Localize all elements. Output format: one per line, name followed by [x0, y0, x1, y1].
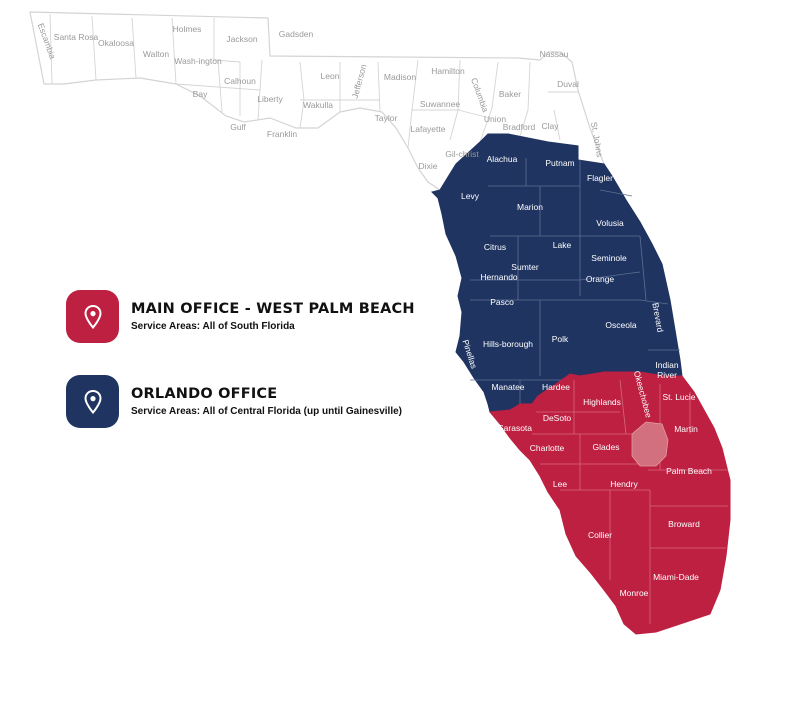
county-label-madison: Madison — [384, 72, 416, 82]
county-label-desoto: DeSoto — [543, 413, 572, 423]
main-office-text: MAIN OFFICE - WEST PALM BEACH Service Ar… — [131, 301, 415, 332]
county-label-dixie: Dixie — [419, 161, 438, 171]
county-label-levy: Levy — [461, 191, 480, 201]
county-label-osceola: Osceola — [605, 320, 636, 330]
county-label-gulf: Gulf — [230, 122, 246, 132]
county-label-flagler: Flagler — [587, 173, 613, 183]
north-florida-region — [29, 11, 605, 191]
county-label-union: Union — [484, 114, 506, 124]
south-florida-region — [489, 371, 731, 635]
lake-okeechobee — [631, 421, 669, 467]
county-label-jackson: Jackson — [226, 34, 257, 44]
north-florida-counties — [29, 11, 605, 191]
county-label-lafayette: Lafayette — [411, 124, 446, 134]
main-office-icon-badge — [66, 290, 119, 343]
orlando-office-text: ORLANDO OFFICE Service Areas: All of Cen… — [131, 386, 402, 417]
county-label-walton: Walton — [143, 49, 169, 59]
north-county-borders — [49, 13, 578, 149]
county-label-suwannee: Suwannee — [420, 99, 460, 109]
county-label-orange: Orange — [586, 274, 615, 284]
map-pin-icon — [83, 389, 102, 414]
county-label-manatee: Manatee — [491, 382, 524, 392]
central-county-labels: Alachua Putnam Flagler Levy Marion Volusia Cit… — [460, 154, 678, 392]
legend-orlando-office: ORLANDO OFFICE Service Areas: All of Cen… — [66, 375, 402, 428]
county-label-collier: Collier — [588, 530, 612, 540]
orlando-office-subtitle: Service Areas: All of Central Florida (u… — [131, 406, 402, 417]
county-label-polk: Polk — [552, 334, 569, 344]
county-label-duval: Duval — [557, 79, 579, 89]
county-label-seminole: Seminole — [591, 253, 627, 263]
county-label-gadsden: Gadsden — [279, 29, 314, 39]
county-label-indian-river: River — [657, 370, 677, 380]
county-label-hernando: Hernando — [480, 272, 518, 282]
county-label-hamilton: Hamilton — [431, 66, 465, 76]
county-label-glades: Glades — [593, 442, 620, 452]
county-label-citrus: Citrus — [484, 242, 506, 252]
county-label-nassau: Nassau — [540, 49, 569, 59]
county-label-santa-rosa: Santa Rosa — [54, 32, 99, 42]
county-label-clay: Clay — [541, 121, 559, 131]
central-florida-counties — [431, 133, 683, 413]
county-label-volusia: Volusia — [596, 218, 624, 228]
county-label-hardee: Hardee — [542, 382, 570, 392]
county-label-sarasota: Sarasota — [498, 423, 532, 433]
county-label-okaloosa: Okaloosa — [98, 38, 134, 48]
county-label-bradford: Bradford — [503, 122, 536, 132]
county-label-lake: Lake — [553, 240, 572, 250]
county-label-liberty: Liberty — [257, 94, 283, 104]
county-label-leon: Leon — [321, 71, 340, 81]
county-label-wakulla: Wakulla — [303, 100, 333, 110]
county-label-baker: Baker — [499, 89, 521, 99]
county-label-pasco: Pasco — [490, 297, 514, 307]
county-label-highlands: Highlands — [583, 397, 621, 407]
county-label-calhoun: Calhoun — [224, 76, 256, 86]
county-label-st-lucie: St. Lucie — [662, 392, 695, 402]
county-label-taylor: Taylor — [375, 113, 398, 123]
map-pin-icon — [83, 304, 102, 329]
county-label-palm-beach: Palm Beach — [666, 466, 712, 476]
legend-main-office: MAIN OFFICE - WEST PALM BEACH Service Ar… — [66, 290, 415, 343]
county-label-alachua: Alachua — [487, 154, 518, 164]
county-label-lee: Lee — [553, 479, 567, 489]
orlando-office-title: ORLANDO OFFICE — [131, 386, 278, 402]
county-label-broward: Broward — [668, 519, 700, 529]
county-label-miami-dade: Miami-Dade — [653, 572, 699, 582]
county-label-putnam: Putnam — [545, 158, 574, 168]
county-label-wash-ington: Wash-ington — [174, 56, 222, 66]
county-label-bay: Bay — [193, 89, 208, 99]
county-label-franklin: Franklin — [267, 129, 298, 139]
county-label-hills-borough: Hills-borough — [483, 339, 533, 349]
orlando-office-icon-badge — [66, 375, 119, 428]
county-label-marion: Marion — [517, 202, 543, 212]
central-county-borders — [470, 158, 680, 404]
county-label-charlotte: Charlotte — [530, 443, 565, 453]
central-florida-region — [431, 133, 683, 413]
county-label-martin: Martin — [674, 424, 698, 434]
county-label-indian-river: Indian — [655, 360, 678, 370]
county-label-holmes: Holmes — [173, 24, 202, 34]
main-office-subtitle: Service Areas: All of South Florida — [131, 321, 295, 332]
county-label-hendry: Hendry — [610, 479, 638, 489]
county-label-sumter: Sumter — [511, 262, 539, 272]
county-label-monroe: Monroe — [620, 588, 649, 598]
main-office-title: MAIN OFFICE - WEST PALM BEACH — [131, 301, 415, 317]
county-label-gil-christ: Gil-christ — [445, 149, 479, 159]
